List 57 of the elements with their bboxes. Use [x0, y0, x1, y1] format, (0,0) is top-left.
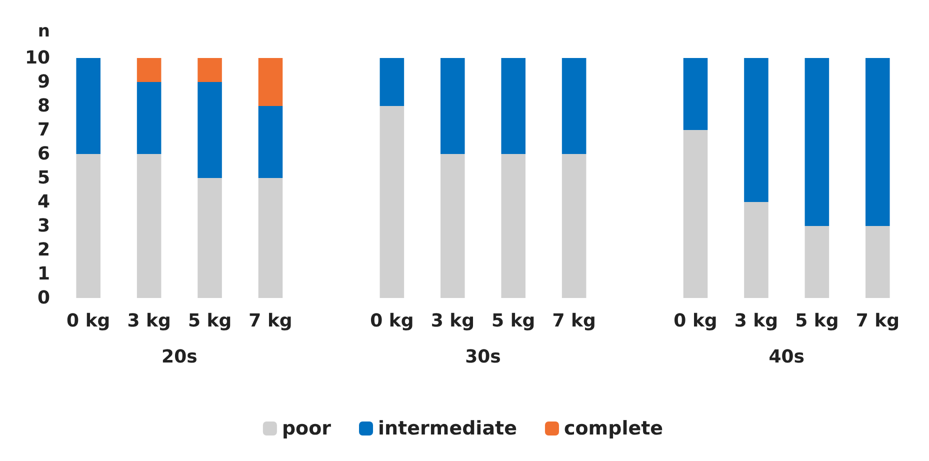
y-tick-label: 1: [37, 264, 50, 284]
bar: [562, 154, 586, 298]
bar: [380, 58, 404, 106]
legend-label: poor: [282, 418, 332, 440]
bar: [136, 154, 162, 298]
y-tick-label: 6: [37, 144, 50, 164]
bar: [198, 178, 222, 298]
x-tick-label: 0 kg: [370, 310, 414, 332]
y-tick-label: 8: [37, 96, 50, 116]
legend-label: intermediate: [378, 418, 517, 440]
y-tick-label: 4: [37, 192, 50, 212]
y-axis-title: n: [38, 22, 50, 42]
bar: [380, 106, 404, 298]
x-tick-label: 5 kg: [795, 310, 839, 332]
bar: [440, 154, 465, 298]
bar: [198, 58, 222, 82]
bar: [258, 106, 283, 178]
text: 40s: [768, 346, 804, 368]
y-tick-label: 10: [24, 48, 50, 68]
y-tick-label: 2: [37, 240, 50, 260]
y-tick-label: 3: [37, 216, 50, 236]
y-tick-label: 9: [37, 72, 50, 92]
bar: [683, 58, 708, 130]
bar: [866, 58, 890, 226]
bar: [258, 58, 283, 106]
legend-label: complete: [564, 418, 664, 440]
y-tick-label: 7: [37, 120, 50, 140]
x-tick-label: 0 kg: [674, 310, 718, 332]
x-tick-label: 7 kg: [856, 310, 900, 332]
x-tick-label: 7 kg: [248, 310, 292, 332]
bar: [562, 58, 586, 154]
bar: [804, 58, 830, 226]
bar: [744, 58, 768, 202]
bar: [866, 226, 890, 298]
bar: [76, 58, 100, 154]
bar: [501, 58, 526, 154]
y-tick-label: 5: [37, 168, 50, 188]
bar: [804, 226, 830, 298]
x-tick-label: 5 kg: [492, 310, 536, 332]
bar: [258, 178, 283, 298]
bar: [198, 82, 222, 178]
x-tick-label: 7 kg: [552, 310, 596, 332]
x-tick-label: 3 kg: [734, 310, 778, 332]
bar: [136, 82, 162, 154]
bar: [76, 154, 100, 298]
text: 30s: [465, 346, 501, 368]
bar: [744, 202, 768, 298]
bar: [136, 58, 162, 82]
x-tick-label: 3 kg: [127, 310, 171, 332]
bar: [440, 58, 465, 154]
y-tick-label: 0: [37, 288, 50, 308]
x-tick-label: 5 kg: [188, 310, 232, 332]
bar: [683, 130, 708, 298]
x-tick-label: 0 kg: [66, 310, 110, 332]
text: 20s: [162, 346, 198, 368]
x-tick-label: 3 kg: [430, 310, 474, 332]
bar: [501, 154, 526, 298]
